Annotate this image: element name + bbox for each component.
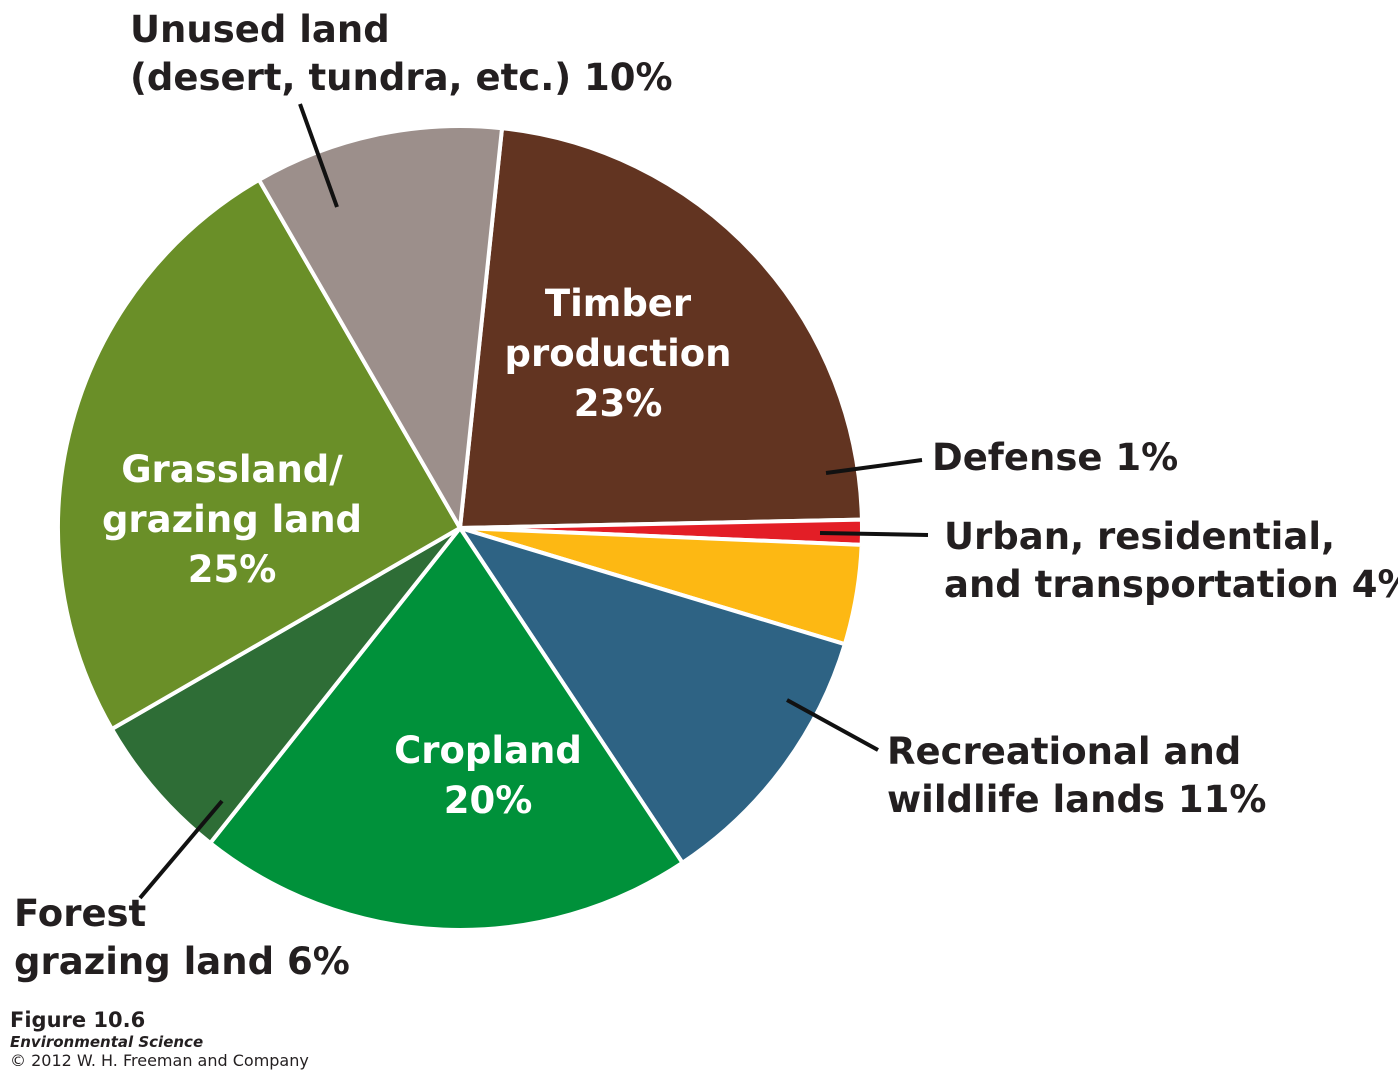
- slice-forest-grazing-land: [109, 526, 462, 846]
- leader-lines: [138, 103, 929, 900]
- label-recreational-and-wildlife-lands: Recreational and wildlife lands 11%: [887, 730, 1266, 821]
- label-line: (desert, tundra, etc.) 10%: [130, 56, 673, 99]
- label-line: Unused land: [130, 8, 390, 51]
- label-line: grazing land: [102, 498, 362, 541]
- figure-number: Figure 10.6: [10, 1008, 146, 1032]
- label-grassland-grazing-land: Grassland/grazing land 25%: [102, 448, 362, 591]
- label-line: Cropland: [394, 729, 582, 772]
- book-title: Environmental Science: [10, 1033, 204, 1052]
- label-line: Forest: [14, 892, 146, 935]
- leader-line-defense: [825, 458, 923, 475]
- label-line: 25%: [188, 548, 277, 591]
- label-line: wildlife lands 11%: [887, 778, 1266, 821]
- slice-timber-production: [458, 126, 864, 530]
- figure-caption: Figure 10.6 Environmental Science © 2012…: [10, 1008, 309, 1070]
- label-forest-grazing-land: Forest grazing land 6%: [14, 892, 350, 983]
- slice-recreational-and-wildlife-lands: [458, 526, 847, 865]
- leader-line-unused-land-desert-tundra-etc: [298, 103, 339, 208]
- label-line: Timber: [545, 282, 692, 325]
- leader-line-forest-grazing-land: [138, 799, 224, 900]
- slice-cropland: [208, 526, 685, 932]
- label-line: grazing land 6%: [14, 940, 350, 983]
- label-line: and transportation 4%: [944, 563, 1398, 606]
- label-line: Recreational and: [887, 730, 1241, 773]
- slice-labels: Timber production 23% Defense 1% Urban, resi…: [14, 8, 1398, 983]
- label-line: production: [504, 332, 731, 375]
- pie-chart: Timber production 23% Defense 1% Urban, resi…: [14, 8, 1398, 983]
- label-line: 20%: [444, 779, 533, 822]
- slice-grassland-grazing-land: [56, 177, 462, 731]
- label-timber-production: Timber production 23%: [504, 282, 731, 425]
- pie-slices: [56, 124, 864, 932]
- copyright-notice: © 2012 W. H. Freeman and Company: [10, 1051, 309, 1071]
- slice-unused-land-desert-tundra-etc: [257, 124, 505, 530]
- leader-line-urban-residential-and-transportation: [819, 531, 929, 537]
- label-line: Urban, residential,: [944, 515, 1335, 558]
- label-defense: Defense 1%: [932, 436, 1178, 479]
- label-line: Grassland/: [121, 448, 343, 491]
- label-urban-residential-and-transportation: Urban, residential, and transportation 4%: [944, 515, 1398, 606]
- leader-line-recreational-and-wildlife-lands: [786, 698, 879, 752]
- label-unused-land-desert-tundra-etc: Unused land (desert, tundra, etc.) 10%: [130, 8, 673, 99]
- label-line: Defense 1%: [932, 436, 1178, 479]
- label-cropland: Cropland 20%: [394, 729, 582, 822]
- label-line: 23%: [574, 382, 663, 425]
